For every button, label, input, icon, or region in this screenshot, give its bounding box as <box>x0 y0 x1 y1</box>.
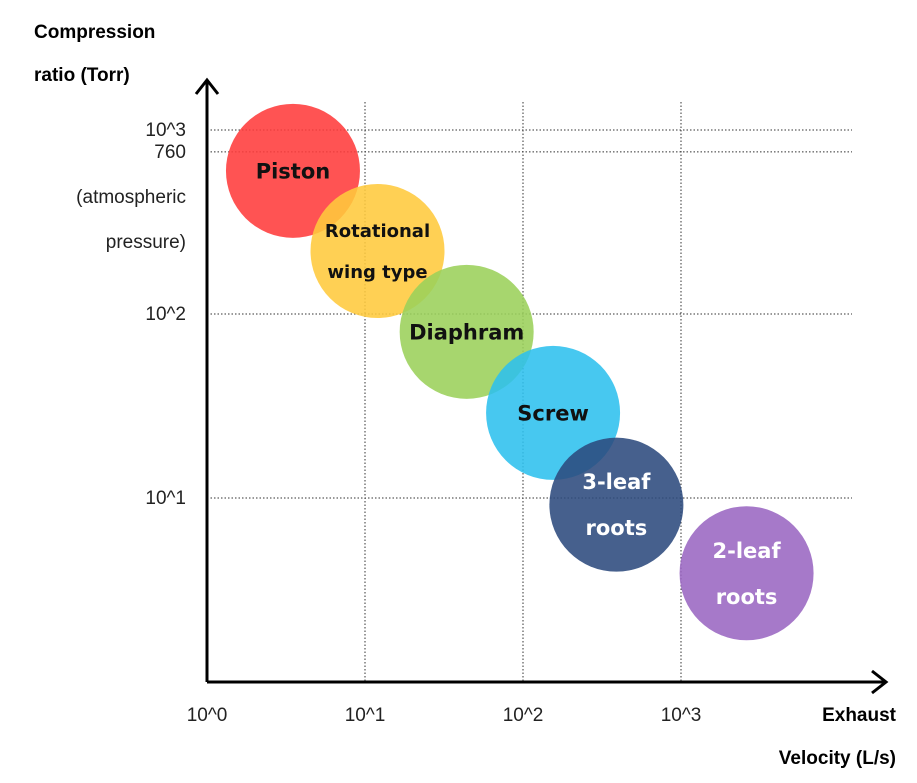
bubble-label-line: Rotational <box>325 221 430 242</box>
bubble-diaphram: Diaphram <box>399 264 534 399</box>
bubble-rotational-wing-type: Rotational wing type <box>310 183 445 318</box>
bubble-label-line: 3-leaf <box>582 470 651 494</box>
y-tick-label-line: pressure) <box>106 232 186 253</box>
y-tick-label: 10^1 <box>145 488 186 509</box>
bubble-label: 2-leaf roots <box>713 539 782 609</box>
bubble-label: Screw <box>517 401 589 425</box>
y-axis-title-line-1: Compression <box>34 22 155 43</box>
bubble-circle <box>310 183 445 318</box>
bubble-label: Piston <box>256 159 331 183</box>
bubble-label-line: roots <box>586 516 648 540</box>
x-tick-label: 10^3 <box>661 705 702 726</box>
axes <box>194 77 889 695</box>
y-axis-arrow <box>194 77 220 95</box>
bubble-label-line: Screw <box>517 401 589 425</box>
y-tick-label-line: 10^1 <box>145 488 186 509</box>
bubble-circle <box>549 437 684 572</box>
bubble-layer: Piston Rotational wing type Diaphram Screw 3-… <box>225 103 814 641</box>
y-tick-label-line: 10^2 <box>145 304 186 325</box>
bubble-3-leaf-roots: 3-leaf roots <box>549 437 684 572</box>
y-tick-label-line: 760 <box>154 142 186 163</box>
x-tick-label: 10^1 <box>345 705 386 726</box>
y-tick-label-line: 10^3 <box>145 120 186 141</box>
y-tick-label: 10^2 <box>145 304 186 325</box>
bubble-piston: Piston <box>225 103 360 238</box>
bubble-circle <box>225 103 360 238</box>
y-tick-label: 10^3 <box>145 120 186 141</box>
y-tick-label: 760 (atmospheric pressure) <box>76 142 186 253</box>
y-tick-label-line: (atmospheric <box>76 187 186 208</box>
x-tick-label: 10^2 <box>503 705 544 726</box>
bubble-label-line: Piston <box>256 159 331 183</box>
bubble-circle <box>679 506 814 641</box>
x-tick-label: 10^0 <box>187 705 228 726</box>
bubble-label: Rotational wing type <box>325 221 430 283</box>
bubble-label-line: 2-leaf <box>713 539 782 563</box>
bubble-circle <box>399 264 534 399</box>
x-axis-title-line-1: Exhaust <box>822 705 897 726</box>
x-axis-arrow <box>871 669 889 695</box>
x-axis-title-line-2: Velocity (L/s) <box>779 748 896 769</box>
bubble-label: 3-leaf roots <box>582 470 651 540</box>
bubble-label-line: roots <box>716 585 778 609</box>
bubble-label: Diaphram <box>409 320 524 344</box>
bubble-label-line: wing type <box>327 262 427 283</box>
y-axis-title-line-2: ratio (Torr) <box>34 65 130 86</box>
bubble-label-line: Diaphram <box>409 320 524 344</box>
axis-titles: Compression ratio (Torr) Exhaust Velocit… <box>34 22 897 769</box>
bubble-2-leaf-roots: 2-leaf roots <box>679 506 814 641</box>
